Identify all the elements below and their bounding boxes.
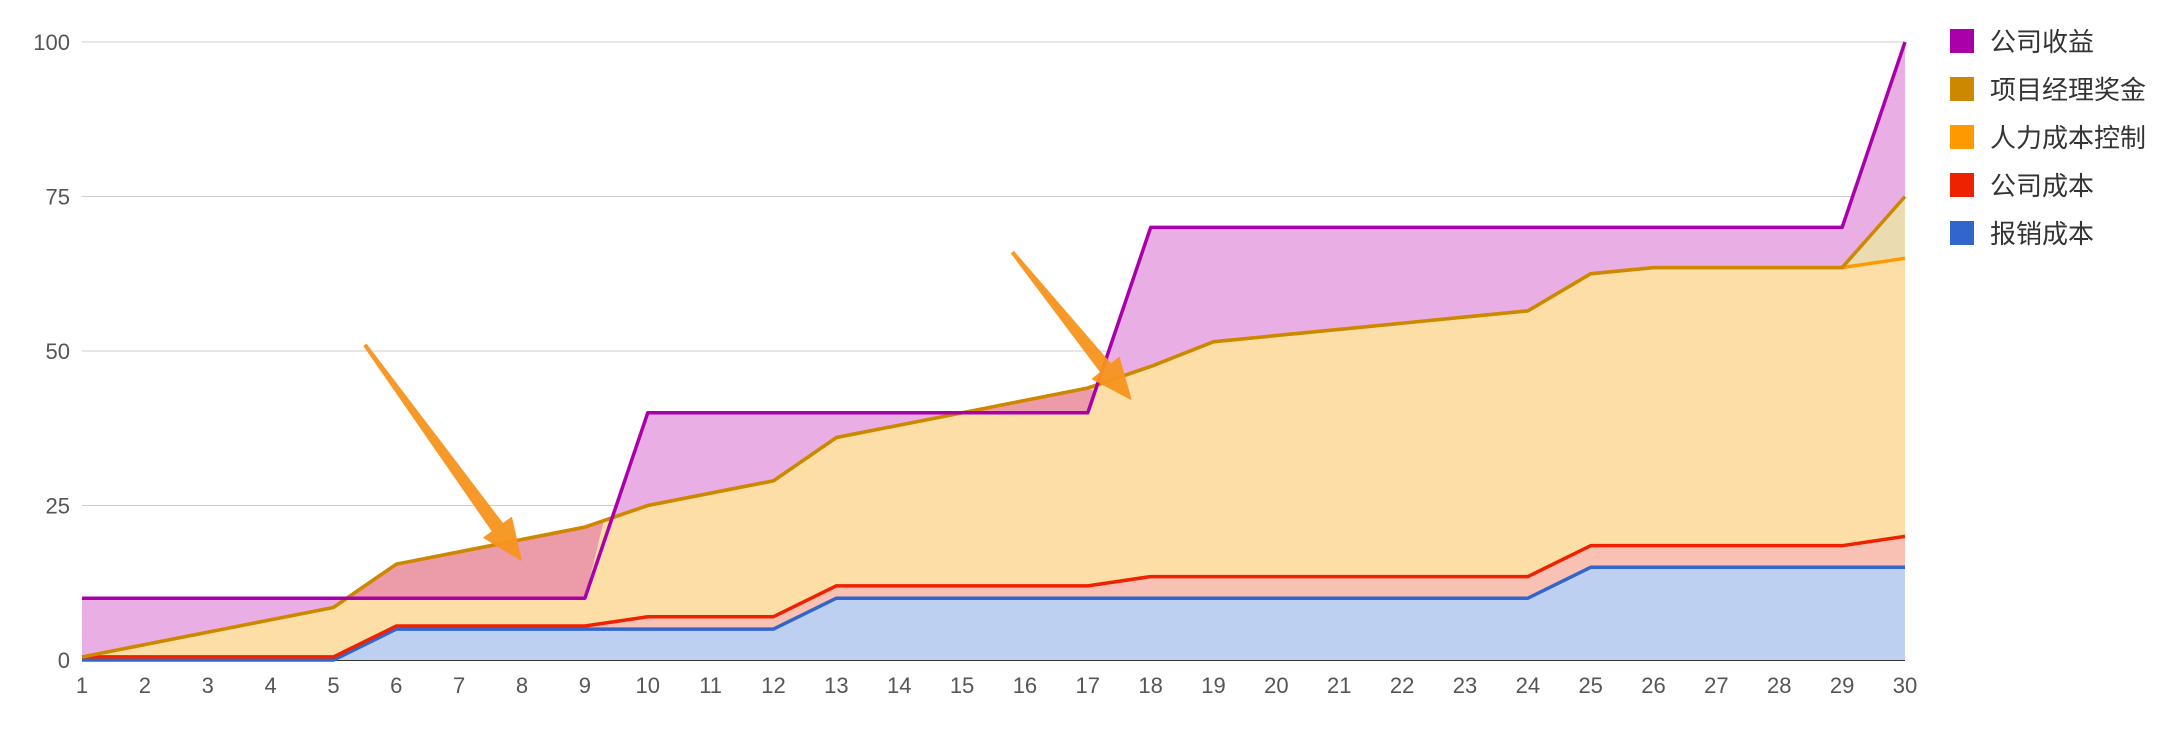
series-lines (81, 41, 1907, 662)
legend-swatch (1950, 221, 1974, 245)
x-tick-label: 16 (1013, 673, 1037, 698)
legend-swatch (1950, 173, 1974, 197)
y-tick-label: 0 (58, 648, 70, 673)
x-tick-label: 28 (1767, 673, 1791, 698)
legend-label: 公司收益 (1990, 27, 2094, 57)
legend-item[interactable]: 人力成本控制 (1950, 123, 2146, 153)
x-tick-label: 12 (761, 673, 785, 698)
line-series-4 (82, 565, 1905, 662)
x-tick-label: 5 (327, 673, 339, 698)
x-tick-label: 26 (1641, 673, 1665, 698)
y-tick-label: 100 (33, 30, 70, 55)
x-tick-label: 15 (950, 673, 974, 698)
legend-item[interactable]: 项目经理奖金 (1950, 75, 2146, 105)
legend-swatch (1950, 29, 1974, 53)
x-tick-label: 23 (1453, 673, 1477, 698)
y-tick-label: 75 (46, 185, 70, 210)
x-tick-label: 2 (139, 673, 151, 698)
x-tick-label: 10 (636, 673, 660, 698)
x-tick-label: 27 (1704, 673, 1728, 698)
x-tick-label: 25 (1578, 673, 1602, 698)
x-tick-label: 13 (824, 673, 848, 698)
annotations (363, 250, 1132, 562)
y-tick-label: 50 (46, 339, 70, 364)
x-tick-label: 21 (1327, 673, 1351, 698)
x-tick-label: 9 (579, 673, 591, 698)
x-tick-label: 22 (1390, 673, 1414, 698)
annotation-arrow-2 (1010, 250, 1132, 401)
y-axis: 0 25 50 75 100 (33, 30, 70, 673)
x-tick-label: 11 (699, 673, 722, 698)
x-tick-label: 29 (1830, 673, 1854, 698)
y-tick-label: 25 (46, 494, 70, 519)
legend-label: 公司成本 (1990, 171, 2094, 201)
x-tick-label: 4 (264, 673, 276, 698)
x-tick-label: 24 (1516, 673, 1540, 698)
line-series-1 (81, 195, 1907, 659)
x-tick-label: 18 (1138, 673, 1162, 698)
legend-label: 人力成本控制 (1990, 123, 2146, 153)
legend-swatch (1950, 125, 1974, 149)
overlap-area (342, 520, 604, 601)
legend-label: 项目经理奖金 (1990, 75, 2146, 105)
legend-item[interactable]: 公司收益 (1950, 27, 2094, 57)
series-areas (82, 42, 1905, 660)
legend-swatch (1950, 77, 1974, 101)
x-tick-label: 3 (202, 673, 214, 698)
x-tick-label: 17 (1076, 673, 1100, 698)
legend-item[interactable]: 报销成本 (1950, 219, 2094, 249)
annotation-arrow-1 (363, 343, 522, 562)
x-axis: 1 2 3 4 5 6 7 8 9 10 11 12 13 14 15 16 17 18 19 20 21 22 23 24 2… (76, 673, 1917, 698)
x-tick-label: 20 (1264, 673, 1288, 698)
x-tick-label: 30 (1893, 673, 1917, 698)
legend-label: 报销成本 (1990, 219, 2094, 249)
x-tick-label: 14 (887, 673, 911, 698)
x-tick-label: 6 (390, 673, 402, 698)
area-series-4 (82, 567, 1905, 660)
x-tick-label: 7 (453, 673, 465, 698)
line-series-0 (82, 41, 1907, 600)
x-tick-label: 8 (516, 673, 528, 698)
x-tick-label: 1 (76, 673, 88, 698)
line-series-3 (82, 534, 1906, 659)
x-tick-label: 19 (1201, 673, 1225, 698)
legend-item[interactable]: 公司成本 (1950, 171, 2094, 201)
